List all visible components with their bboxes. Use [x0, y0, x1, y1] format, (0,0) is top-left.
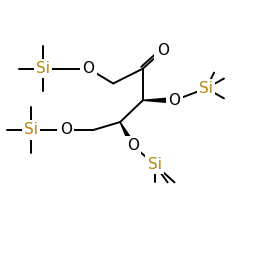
- Polygon shape: [120, 122, 135, 147]
- Polygon shape: [143, 98, 174, 103]
- Text: O: O: [168, 93, 180, 108]
- Text: O: O: [157, 43, 169, 58]
- Text: Si: Si: [24, 122, 38, 137]
- Text: O: O: [127, 138, 139, 153]
- Text: Si: Si: [148, 157, 162, 172]
- Text: O: O: [82, 61, 94, 76]
- Text: O: O: [60, 122, 72, 137]
- Text: Si: Si: [199, 81, 213, 96]
- Text: Si: Si: [36, 61, 50, 76]
